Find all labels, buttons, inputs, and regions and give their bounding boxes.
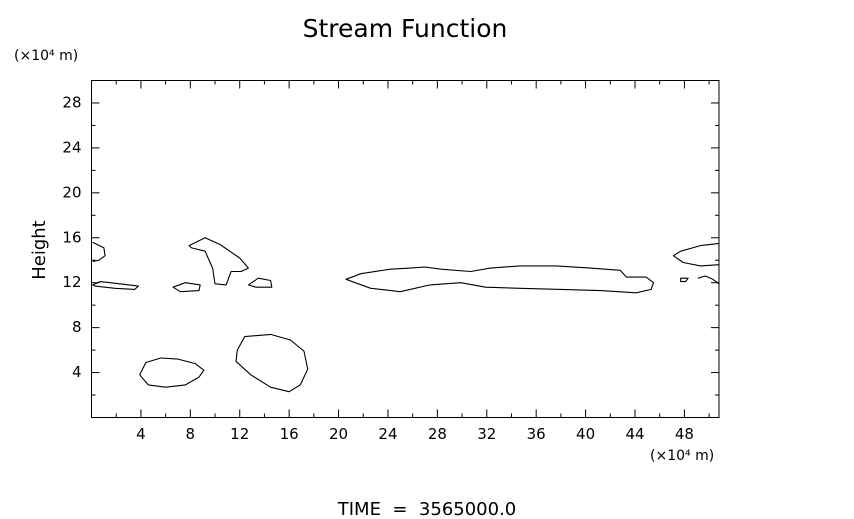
contour-line [188,237,249,286]
y-tick-label: 24 [62,138,81,156]
y-tick-label: 4 [72,363,82,381]
x-tick-label: 12 [230,425,249,443]
x-tick-label: 4 [136,425,146,443]
y-tick-label: 16 [62,228,81,246]
contour-line [672,242,720,267]
contour-line [235,333,309,393]
x-tick-label: 44 [625,425,644,443]
contour-line [247,277,273,288]
y-axis-label: Height [29,220,50,280]
x-tick-label: 48 [675,425,694,443]
y-tick-label: 20 [62,183,81,201]
contour-line [697,275,720,285]
contour-line [680,277,689,283]
x-tick-label: 24 [378,425,397,443]
contour-line [92,281,139,290]
x-tick-label: 40 [576,425,595,443]
contour-line [172,282,201,293]
x-tick-label: 32 [477,425,496,443]
y-tick-label: 8 [72,318,82,336]
plot-frame [91,80,720,418]
y-tick-label: 12 [62,273,81,291]
contour-line [92,241,106,262]
x-unit: (×10⁴ m) [650,448,714,464]
y-unit: (×10⁴ m) [14,48,78,64]
x-tick-label: 28 [428,425,447,443]
chart-title: Stream Function [303,14,508,43]
footer: TIME = 3565000.0 [337,499,517,519]
x-tick-label: 20 [329,425,348,443]
y-tick-label: 28 [62,93,81,111]
x-tick-label: 36 [527,425,546,443]
x-tick-label: 16 [280,425,299,443]
contour-line [139,357,205,388]
x-tick-label: 8 [186,425,196,443]
contour-line [345,265,655,294]
